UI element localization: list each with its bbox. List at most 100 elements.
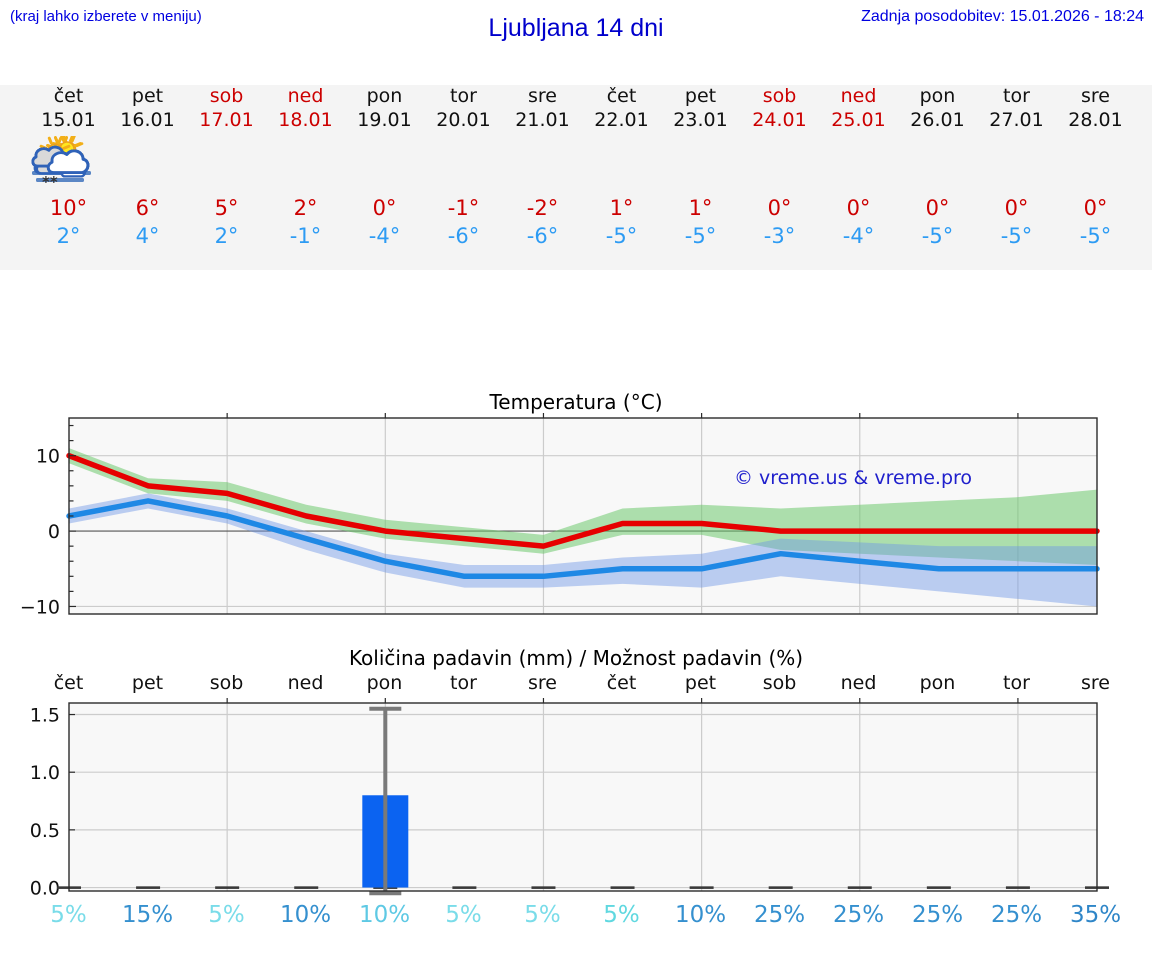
zero-bar-mark xyxy=(215,886,240,889)
day-name: ned xyxy=(840,85,877,107)
day-name: ned xyxy=(287,85,324,107)
day-date: 25.01 xyxy=(831,109,886,131)
day-name: sre xyxy=(1081,85,1110,107)
day-date: 16.01 xyxy=(120,109,175,131)
y-tick-label: 10 xyxy=(36,446,60,468)
snow-asterisks: ** xyxy=(42,173,58,191)
page-title: Ljubljana 14 dni xyxy=(488,14,664,42)
precip-day-label: pon xyxy=(366,672,403,694)
day-date: 19.01 xyxy=(357,109,412,131)
precip-probability-row: 5% 15% 5% 10% 10% 5% 5% 5% 10% 25% 25% 25% 25% 35% xyxy=(29,902,1135,928)
precip-day-labels: čet pet sob ned pon tor sre čet pet sob ned pon tor s… xyxy=(29,672,1135,694)
precip-probability: 5% xyxy=(50,902,87,928)
precip-probability: 5% xyxy=(208,902,245,928)
weather-icon-box xyxy=(35,136,496,192)
y-tick-label: 0.5 xyxy=(30,820,60,842)
weather-icon-box: ** xyxy=(33,136,417,192)
low-temperature: -1° xyxy=(289,224,322,248)
high-temperature: 0° xyxy=(846,196,871,220)
precip-day-label: pon xyxy=(919,672,956,694)
zero-bar-mark xyxy=(452,886,477,889)
precip-day-label: čet xyxy=(606,672,637,694)
weather-icon-box xyxy=(31,136,1128,192)
day-name: sob xyxy=(209,85,244,107)
zero-bar-mark xyxy=(294,886,319,889)
day-name: čet xyxy=(606,85,637,107)
precip-day-label: pet xyxy=(684,672,717,694)
precip-day-label: sre xyxy=(528,672,557,694)
low-temperature: -3° xyxy=(763,224,796,248)
high-temperature: 1° xyxy=(688,196,713,220)
y-tick-label: 1.5 xyxy=(30,705,60,727)
precip-day-label: tor xyxy=(1003,672,1030,694)
day-date: 20.01 xyxy=(436,109,491,131)
precip-probability: 25% xyxy=(753,902,806,928)
forecast-day-column: ned 18.01 2° -1° xyxy=(31,85,345,270)
high-temperature: 0° xyxy=(767,196,792,220)
low-uncertainty-band xyxy=(69,493,1097,607)
day-date: 24.01 xyxy=(752,109,807,131)
high-temperature: 0° xyxy=(925,196,950,220)
precip-probability: 5% xyxy=(603,902,640,928)
precip-probability: 25% xyxy=(832,902,885,928)
forecast-day-column: pet 23.01 1° -5° xyxy=(39,85,740,270)
day-date: 23.01 xyxy=(673,109,728,131)
precip-day-label: tor xyxy=(450,672,477,694)
low-temperature: -5° xyxy=(921,224,954,248)
zero-bar-mark xyxy=(531,886,556,889)
temperature-chart: 10 0 −10 © vreme.us & vreme.pro xyxy=(20,413,1100,618)
weather-icon-box xyxy=(31,136,891,192)
precip-probability: 35% xyxy=(1069,902,1122,928)
plot-border xyxy=(68,417,1098,615)
precip-probability: 10% xyxy=(674,902,727,928)
high-temperature: 0° xyxy=(1004,196,1029,220)
low-temperature: -6° xyxy=(447,224,480,248)
low-temperature: -5° xyxy=(1000,224,1033,248)
zero-bar-mark xyxy=(847,886,872,889)
day-name: sre xyxy=(528,85,557,107)
day-date: 18.01 xyxy=(278,109,333,131)
forecast-day-column: sob 17.01 5° 2° xyxy=(32,85,266,270)
low-temperature: -4° xyxy=(368,224,401,248)
high-temperature: 1° xyxy=(609,196,634,220)
precip-probability: 10% xyxy=(279,902,332,928)
weather-icon-box xyxy=(32,136,259,192)
high-temperature: 2° xyxy=(293,196,318,220)
day-date: 27.01 xyxy=(989,109,1044,131)
weather-icon-box xyxy=(39,136,654,192)
low-temperature: -6° xyxy=(526,224,559,248)
low-temperature: 2° xyxy=(214,224,239,248)
forecast-strip-background xyxy=(0,85,1152,270)
y-tick-label: 1.0 xyxy=(30,762,60,784)
temp-chart-title: Temperatura (°C) xyxy=(489,390,663,414)
weather-icon-box xyxy=(39,136,733,192)
zero-bar-mark xyxy=(689,886,714,889)
day-name: tor xyxy=(450,85,477,107)
high-temperature: -1° xyxy=(447,196,480,220)
day-date: 15.01 xyxy=(41,109,96,131)
high-temperature: -2° xyxy=(526,196,559,220)
precipitation-chart: 0.0 0.5 1.0 1.5 xyxy=(30,698,1109,900)
low-temperature-line xyxy=(66,498,1100,580)
high-temperature: 10° xyxy=(49,196,88,220)
precip-probability: 5% xyxy=(524,902,561,928)
low-temperature: 2° xyxy=(56,224,81,248)
low-temperature: -4° xyxy=(842,224,875,248)
day-name: čet xyxy=(53,85,84,107)
plot-background xyxy=(69,703,1097,891)
weather-icon-box xyxy=(31,136,338,192)
forecast-strip: čet 15.01 10° 2° pet 16.01 6° 4° sob 17.01 5° 2° ned… xyxy=(29,85,1135,270)
watermark: © vreme.us & vreme.pro xyxy=(734,467,972,489)
day-name: pet xyxy=(131,85,164,107)
y-tick-label: 0.0 xyxy=(30,878,60,900)
forecast-day-column: sob 24.01 0° -3° xyxy=(31,85,819,270)
high-temperature: 0° xyxy=(372,196,397,220)
precip-day-label: ned xyxy=(840,672,877,694)
precip-day-label: pet xyxy=(131,672,164,694)
day-name: sob xyxy=(762,85,797,107)
forecast-day-column: ned 25.01 0° -4° xyxy=(31,85,898,270)
forecast-day-column: tor 27.01 0° -5° xyxy=(31,85,1056,270)
precip-day-label: ned xyxy=(287,672,324,694)
precip-chart-title: Količina padavin (mm) / Možnost padavin … xyxy=(348,646,804,670)
